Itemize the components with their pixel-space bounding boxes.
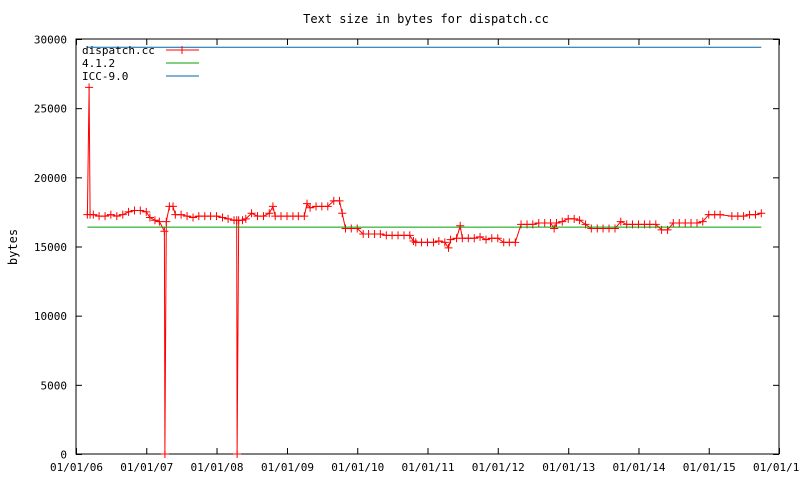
data-point (150, 216, 159, 225)
x-tick-label: 01/01/08 (191, 461, 244, 474)
data-point (112, 212, 121, 221)
data-point (142, 207, 151, 216)
x-tick-labels: 01/01/06 01/01/07 01/01/08 01/01/09 01/01/10… (50, 461, 800, 474)
data-point (405, 231, 414, 240)
x-tick-label: 01/01/12 (472, 461, 525, 474)
data-point (177, 210, 186, 219)
data-point (616, 217, 625, 226)
y-tick-label: 15000 (34, 241, 67, 254)
data-point (456, 221, 465, 230)
data-point (493, 234, 502, 243)
x-tick-label: 01/01/10 (331, 461, 384, 474)
data-point (136, 206, 145, 215)
data-point (570, 214, 579, 223)
data-point (212, 212, 221, 221)
data-point (716, 210, 725, 219)
data-point (259, 212, 268, 221)
data-point (162, 217, 171, 226)
data-point (446, 235, 455, 244)
data-point (233, 450, 242, 458)
data-point (440, 238, 449, 247)
axes (75, 38, 780, 455)
data-point (429, 238, 438, 247)
data-point (268, 202, 277, 211)
y-tick-label: 5000 (41, 379, 68, 392)
data-point (550, 224, 559, 233)
data-point (247, 209, 256, 218)
data-point (434, 236, 443, 245)
data-point (241, 214, 250, 223)
data-point (124, 207, 133, 216)
data-point (118, 210, 127, 219)
x-tick-label: 01/01/16 (753, 461, 800, 474)
data-point (189, 213, 198, 222)
data-point (106, 210, 115, 219)
data-point (376, 230, 385, 239)
y-tick-label: 25000 (34, 103, 67, 116)
x-tick-label: 01/01/15 (683, 461, 736, 474)
data-point (353, 224, 362, 233)
x-tick-label: 01/01/13 (542, 461, 595, 474)
data-point (338, 209, 347, 218)
y-tick-label: 30000 (34, 34, 67, 47)
x-tick-label: 01/01/06 (50, 461, 103, 474)
legend-marker (178, 46, 186, 54)
data-point (306, 203, 315, 212)
data-point (476, 232, 485, 241)
data-point (335, 196, 344, 205)
data-point (302, 199, 311, 208)
data-point (85, 83, 94, 92)
data-point (145, 213, 154, 222)
data-point (482, 235, 491, 244)
data-point (511, 238, 520, 247)
x-tick-label: 01/01/07 (120, 461, 173, 474)
data-point (739, 212, 748, 221)
y-tick-label: 10000 (34, 310, 67, 323)
legend-label: dispatch.cc (82, 44, 155, 57)
data-point (238, 216, 247, 225)
x-tick-label: 01/01/11 (402, 461, 455, 474)
data-point (224, 214, 233, 223)
x-tick-label: 01/01/14 (612, 461, 665, 474)
data-point (101, 212, 110, 221)
legend-label: ICC-9.0 (82, 70, 128, 83)
chart-title: Text size in bytes for dispatch.cc (303, 12, 549, 26)
y-tick-label: 20000 (34, 172, 67, 185)
y-axis-label: bytes (6, 229, 20, 265)
data-point (558, 217, 567, 226)
data-point (757, 209, 766, 218)
series-dispatch-cc (83, 83, 766, 458)
data-point (575, 216, 584, 225)
data-point (265, 209, 274, 218)
data-point (444, 243, 453, 252)
data-point (552, 218, 561, 227)
data-point (155, 217, 164, 226)
y-tick-labels: 0 5000 10000 15000 20000 25000 30000 (34, 34, 67, 462)
x-tick-label: 01/01/09 (261, 461, 314, 474)
y-tick-label: 0 (60, 449, 67, 462)
data-point (89, 210, 98, 219)
data-point (323, 202, 332, 211)
data-point (160, 450, 169, 458)
data-point (751, 210, 760, 219)
data-point (692, 218, 701, 227)
data-point (610, 224, 619, 233)
legend-label: 4.1.2 (82, 57, 115, 70)
series-layer (83, 46, 766, 458)
data-point (183, 212, 192, 221)
data-point (169, 202, 178, 211)
data-point (300, 212, 309, 221)
data-point (698, 217, 707, 226)
data-point (470, 234, 479, 243)
data-point (160, 227, 169, 236)
data-point (218, 213, 227, 222)
